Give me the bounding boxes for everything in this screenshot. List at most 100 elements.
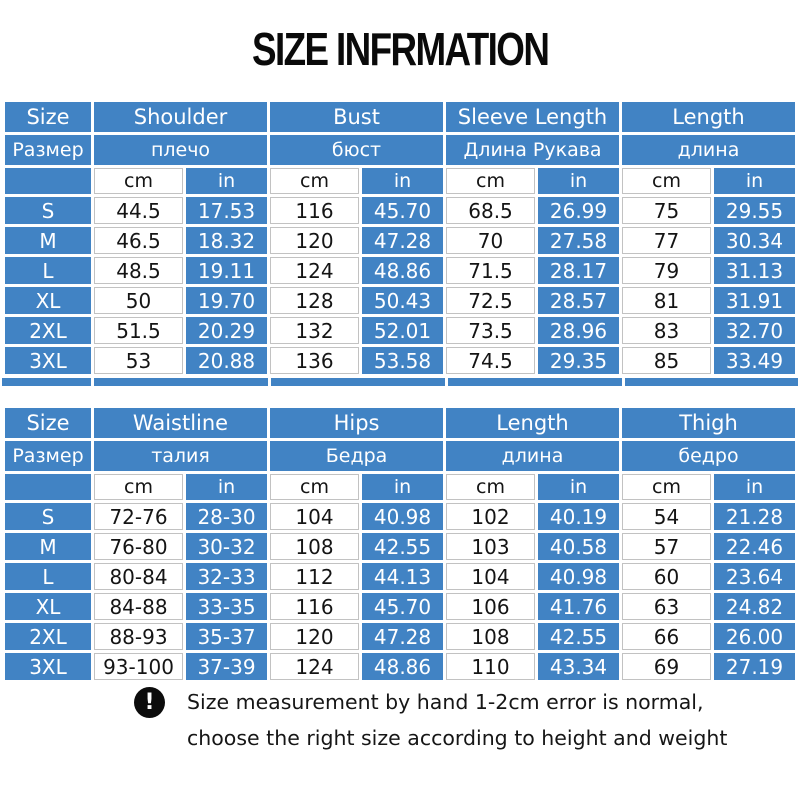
value-cell-cm: 54 bbox=[622, 503, 712, 530]
value-cell-cm: 50 bbox=[94, 287, 183, 314]
size-cell: 2XL bbox=[5, 317, 91, 344]
unit-cm-cell: cm bbox=[270, 168, 360, 194]
column-header-en: Size bbox=[5, 102, 91, 132]
table-row: 3XL 93-100 37-39 124 48.86 110 43.34 69 27.19 bbox=[5, 653, 796, 680]
separator-bar-segment bbox=[448, 378, 622, 386]
value-cell-cm: 128 bbox=[270, 287, 360, 314]
empty-header-cell bbox=[5, 168, 91, 194]
value-cell-in: 42.55 bbox=[362, 533, 444, 560]
column-header-en: Hips bbox=[270, 408, 444, 438]
table-separator-bar bbox=[2, 378, 798, 386]
column-header-ru: бюст bbox=[270, 135, 444, 165]
separator-bar-segment bbox=[94, 378, 268, 386]
value-cell-in: 40.58 bbox=[538, 533, 620, 560]
column-header-ru: Длина Рукава bbox=[446, 135, 620, 165]
size-cell: L bbox=[5, 563, 91, 590]
unit-cm-cell: cm bbox=[94, 474, 183, 500]
value-cell-in: 18.32 bbox=[186, 227, 268, 254]
value-cell-in: 21.28 bbox=[714, 503, 796, 530]
value-cell-in: 24.82 bbox=[714, 593, 796, 620]
value-cell-in: 33-35 bbox=[186, 593, 268, 620]
value-cell-cm: 104 bbox=[270, 503, 360, 530]
value-cell-cm: 76-80 bbox=[94, 533, 183, 560]
value-cell-cm: 70 bbox=[446, 227, 536, 254]
value-cell-cm: 68.5 bbox=[446, 197, 536, 224]
value-cell-in: 20.88 bbox=[186, 347, 268, 374]
unit-in-cell: in bbox=[538, 474, 620, 500]
size-table-top: Size Shoulder Bust Sleeve Length Length Разме… bbox=[2, 99, 798, 377]
value-cell-in: 40.98 bbox=[362, 503, 444, 530]
value-cell-cm: 120 bbox=[270, 623, 360, 650]
size-cell: 3XL bbox=[5, 653, 91, 680]
column-header-en: Size bbox=[5, 408, 91, 438]
value-cell-cm: 63 bbox=[622, 593, 712, 620]
value-cell-cm: 85 bbox=[622, 347, 712, 374]
value-cell-in: 32.70 bbox=[714, 317, 796, 344]
size-cell: XL bbox=[5, 593, 91, 620]
value-cell-in: 29.35 bbox=[538, 347, 620, 374]
measurement-note-line2: choose the right size according to heigh… bbox=[187, 726, 728, 750]
unit-in-cell: in bbox=[714, 474, 796, 500]
value-cell-cm: 108 bbox=[446, 623, 536, 650]
value-cell-in: 30-32 bbox=[186, 533, 268, 560]
value-cell-in: 43.34 bbox=[538, 653, 620, 680]
value-cell-in: 50.43 bbox=[362, 287, 444, 314]
value-cell-in: 47.28 bbox=[362, 227, 444, 254]
value-cell-cm: 132 bbox=[270, 317, 360, 344]
value-cell-cm: 83 bbox=[622, 317, 712, 344]
value-cell-in: 37-39 bbox=[186, 653, 268, 680]
unit-in-cell: in bbox=[714, 168, 796, 194]
value-cell-in: 53.58 bbox=[362, 347, 444, 374]
value-cell-in: 27.58 bbox=[538, 227, 620, 254]
value-cell-in: 42.55 bbox=[538, 623, 620, 650]
column-header-en: Length bbox=[622, 102, 796, 132]
value-cell-in: 28.17 bbox=[538, 257, 620, 284]
unit-cm-cell: cm bbox=[94, 168, 183, 194]
value-cell-in: 41.76 bbox=[538, 593, 620, 620]
column-header-ru: Бедра bbox=[270, 441, 444, 471]
value-cell-cm: 84-88 bbox=[94, 593, 183, 620]
value-cell-cm: 116 bbox=[270, 593, 360, 620]
value-cell-cm: 44.5 bbox=[94, 197, 183, 224]
separator-bar-segment bbox=[625, 378, 798, 386]
value-cell-cm: 116 bbox=[270, 197, 360, 224]
value-cell-in: 40.98 bbox=[538, 563, 620, 590]
size-cell: M bbox=[5, 227, 91, 254]
table-row: XL 84-88 33-35 116 45.70 106 41.76 63 24.82 bbox=[5, 593, 796, 620]
column-header-ru: длина bbox=[446, 441, 620, 471]
value-cell-cm: 88-93 bbox=[94, 623, 183, 650]
size-cell: XL bbox=[5, 287, 91, 314]
value-cell-in: 22.46 bbox=[714, 533, 796, 560]
unit-cm-cell: cm bbox=[446, 168, 536, 194]
value-cell-in: 17.53 bbox=[186, 197, 268, 224]
value-cell-cm: 74.5 bbox=[446, 347, 536, 374]
column-header-en: Thigh bbox=[622, 408, 796, 438]
separator-bar-segment bbox=[2, 378, 91, 386]
value-cell-cm: 80-84 bbox=[94, 563, 183, 590]
unit-in-cell: in bbox=[538, 168, 620, 194]
page-title: SIZE INFRMATION bbox=[251, 23, 550, 75]
size-cell: L bbox=[5, 257, 91, 284]
table-row: L 48.5 19.11 124 48.86 71.5 28.17 79 31.13 bbox=[5, 257, 796, 284]
table-row: XL 50 19.70 128 50.43 72.5 28.57 81 31.91 bbox=[5, 287, 796, 314]
value-cell-cm: 60 bbox=[622, 563, 712, 590]
value-cell-in: 52.01 bbox=[362, 317, 444, 344]
value-cell-cm: 102 bbox=[446, 503, 536, 530]
value-cell-in: 40.19 bbox=[538, 503, 620, 530]
column-header-ru: бедро bbox=[622, 441, 796, 471]
value-cell-cm: 136 bbox=[270, 347, 360, 374]
value-cell-cm: 112 bbox=[270, 563, 360, 590]
unit-in-cell: in bbox=[362, 168, 444, 194]
value-cell-cm: 79 bbox=[622, 257, 712, 284]
value-cell-in: 45.70 bbox=[362, 593, 444, 620]
empty-header-cell bbox=[5, 474, 91, 500]
value-cell-cm: 48.5 bbox=[94, 257, 183, 284]
value-cell-in: 30.34 bbox=[714, 227, 796, 254]
value-cell-cm: 104 bbox=[446, 563, 536, 590]
measurement-note-line1: Size measurement by hand 1-2cm error is … bbox=[187, 690, 704, 714]
value-cell-in: 26.99 bbox=[538, 197, 620, 224]
column-header-en: Waistline bbox=[94, 408, 268, 438]
value-cell-in: 35-37 bbox=[186, 623, 268, 650]
value-cell-in: 31.91 bbox=[714, 287, 796, 314]
exclamation-icon: ! bbox=[134, 687, 165, 718]
